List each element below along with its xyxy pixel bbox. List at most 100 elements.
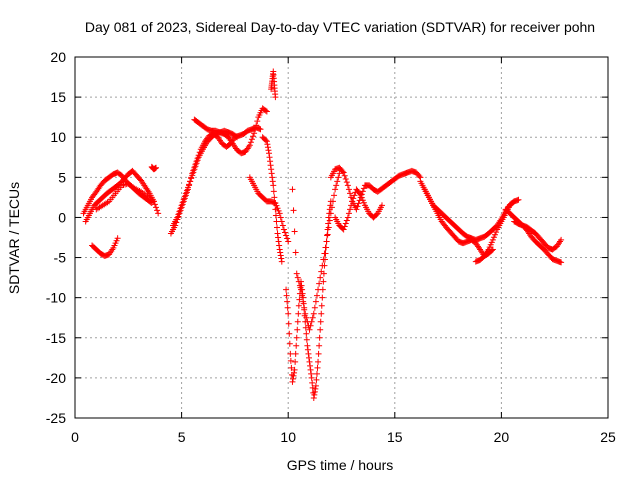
series-sat-track-g [170,105,270,229]
data-point [191,166,198,173]
x-tick-label: 0 [71,429,79,445]
data-point [184,184,191,191]
data-point [350,195,357,202]
y-tick-label: 15 [50,89,66,105]
data-point [341,172,348,179]
data-point [287,357,294,364]
data-point [319,262,326,269]
data-point [264,144,271,151]
data-point [114,235,121,242]
grid-lines [75,57,608,418]
data-point [289,375,296,382]
data-point [295,302,302,309]
data-point [339,168,346,175]
data-point [342,175,349,182]
data-point [489,246,496,253]
data-point [488,247,495,254]
data-point [359,197,366,204]
data-point [353,206,360,213]
data-point [510,199,517,206]
y-tick-label: -10 [46,290,66,306]
data-point [329,198,336,205]
data-point [289,378,296,385]
data-point [153,164,160,171]
data-point [273,218,280,225]
data-point [251,130,258,137]
data-point [316,342,323,349]
data-point [315,350,322,357]
y-tick-label: 0 [58,209,66,225]
data-point [289,186,296,193]
data-point [272,212,279,219]
data-point [347,190,354,197]
x-tick-label: 10 [280,429,296,445]
data-point [304,346,311,353]
data-point [341,223,348,230]
data-point [278,258,285,265]
data-point [286,330,293,337]
data-point [322,244,329,251]
data-point [283,232,290,239]
data-point [321,250,328,257]
data-points [80,68,565,401]
data-point [178,202,185,209]
data-point [193,160,200,167]
data-point [312,382,319,389]
data-point [287,350,294,357]
data-point [276,242,283,249]
data-point [348,202,355,209]
data-point [262,137,269,144]
data-point [291,228,298,235]
data-point [254,118,261,125]
data-point [315,286,322,293]
data-point [319,294,326,301]
series-sat-track-o [332,186,386,233]
data-point [267,162,274,169]
data-point [340,169,347,176]
data-point [333,182,340,189]
data-point [262,107,269,114]
data-point [317,274,324,281]
data-point [300,298,307,305]
data-point [292,358,299,365]
data-point [295,278,302,285]
data-point [335,174,342,181]
series-sat-track-k [268,68,279,101]
series-sat-track-e [148,163,160,173]
data-point [360,199,367,206]
data-point [336,170,343,177]
data-point [311,304,318,311]
y-tick-label: -5 [54,250,67,266]
series-sat-track-d [93,180,162,217]
data-point [325,214,332,221]
series-sat-track-r [472,246,496,265]
data-point [268,170,275,177]
data-point [307,322,314,329]
data-point [328,204,335,211]
series-sat-track-h [191,116,241,141]
data-point [283,292,290,299]
data-point [177,205,184,212]
data-point [313,370,320,377]
data-point [272,94,279,101]
data-point [268,166,275,173]
data-point [307,366,314,373]
data-point [318,302,325,309]
data-point [269,178,276,185]
data-point [305,354,312,361]
y-tick-label: 5 [58,169,66,185]
data-point [294,326,301,333]
data-point [320,256,327,263]
data-point [284,235,291,242]
data-point [180,196,187,203]
data-point [176,208,183,215]
data-point [269,174,276,181]
data-point [312,298,319,305]
data-point [317,326,324,333]
data-point [276,210,283,217]
data-point [493,229,500,236]
data-point [150,198,157,205]
x-tick-label: 20 [494,429,510,445]
data-point [351,192,358,199]
data-point [313,292,320,299]
